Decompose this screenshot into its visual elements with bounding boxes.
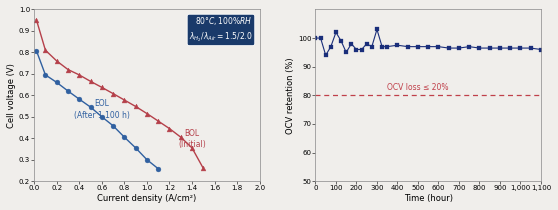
- Text: OCV loss ≤ 20%: OCV loss ≤ 20%: [387, 83, 449, 92]
- Y-axis label: OCV retention (%): OCV retention (%): [286, 57, 295, 134]
- X-axis label: Time (hour): Time (hour): [403, 194, 453, 203]
- Y-axis label: Cell voltage (V): Cell voltage (V): [7, 63, 16, 128]
- Text: EOL
(After 1,100 h): EOL (After 1,100 h): [74, 100, 129, 119]
- X-axis label: Current density (A/cm²): Current density (A/cm²): [97, 194, 196, 203]
- Text: BOL
(Initial): BOL (Initial): [178, 129, 206, 149]
- Text: $80°C, 100\%RH$
$\lambda_{H_2}/\lambda_{Air} = 1.5/2.0$: $80°C, 100\%RH$ $\lambda_{H_2}/\lambda_{…: [189, 14, 253, 44]
